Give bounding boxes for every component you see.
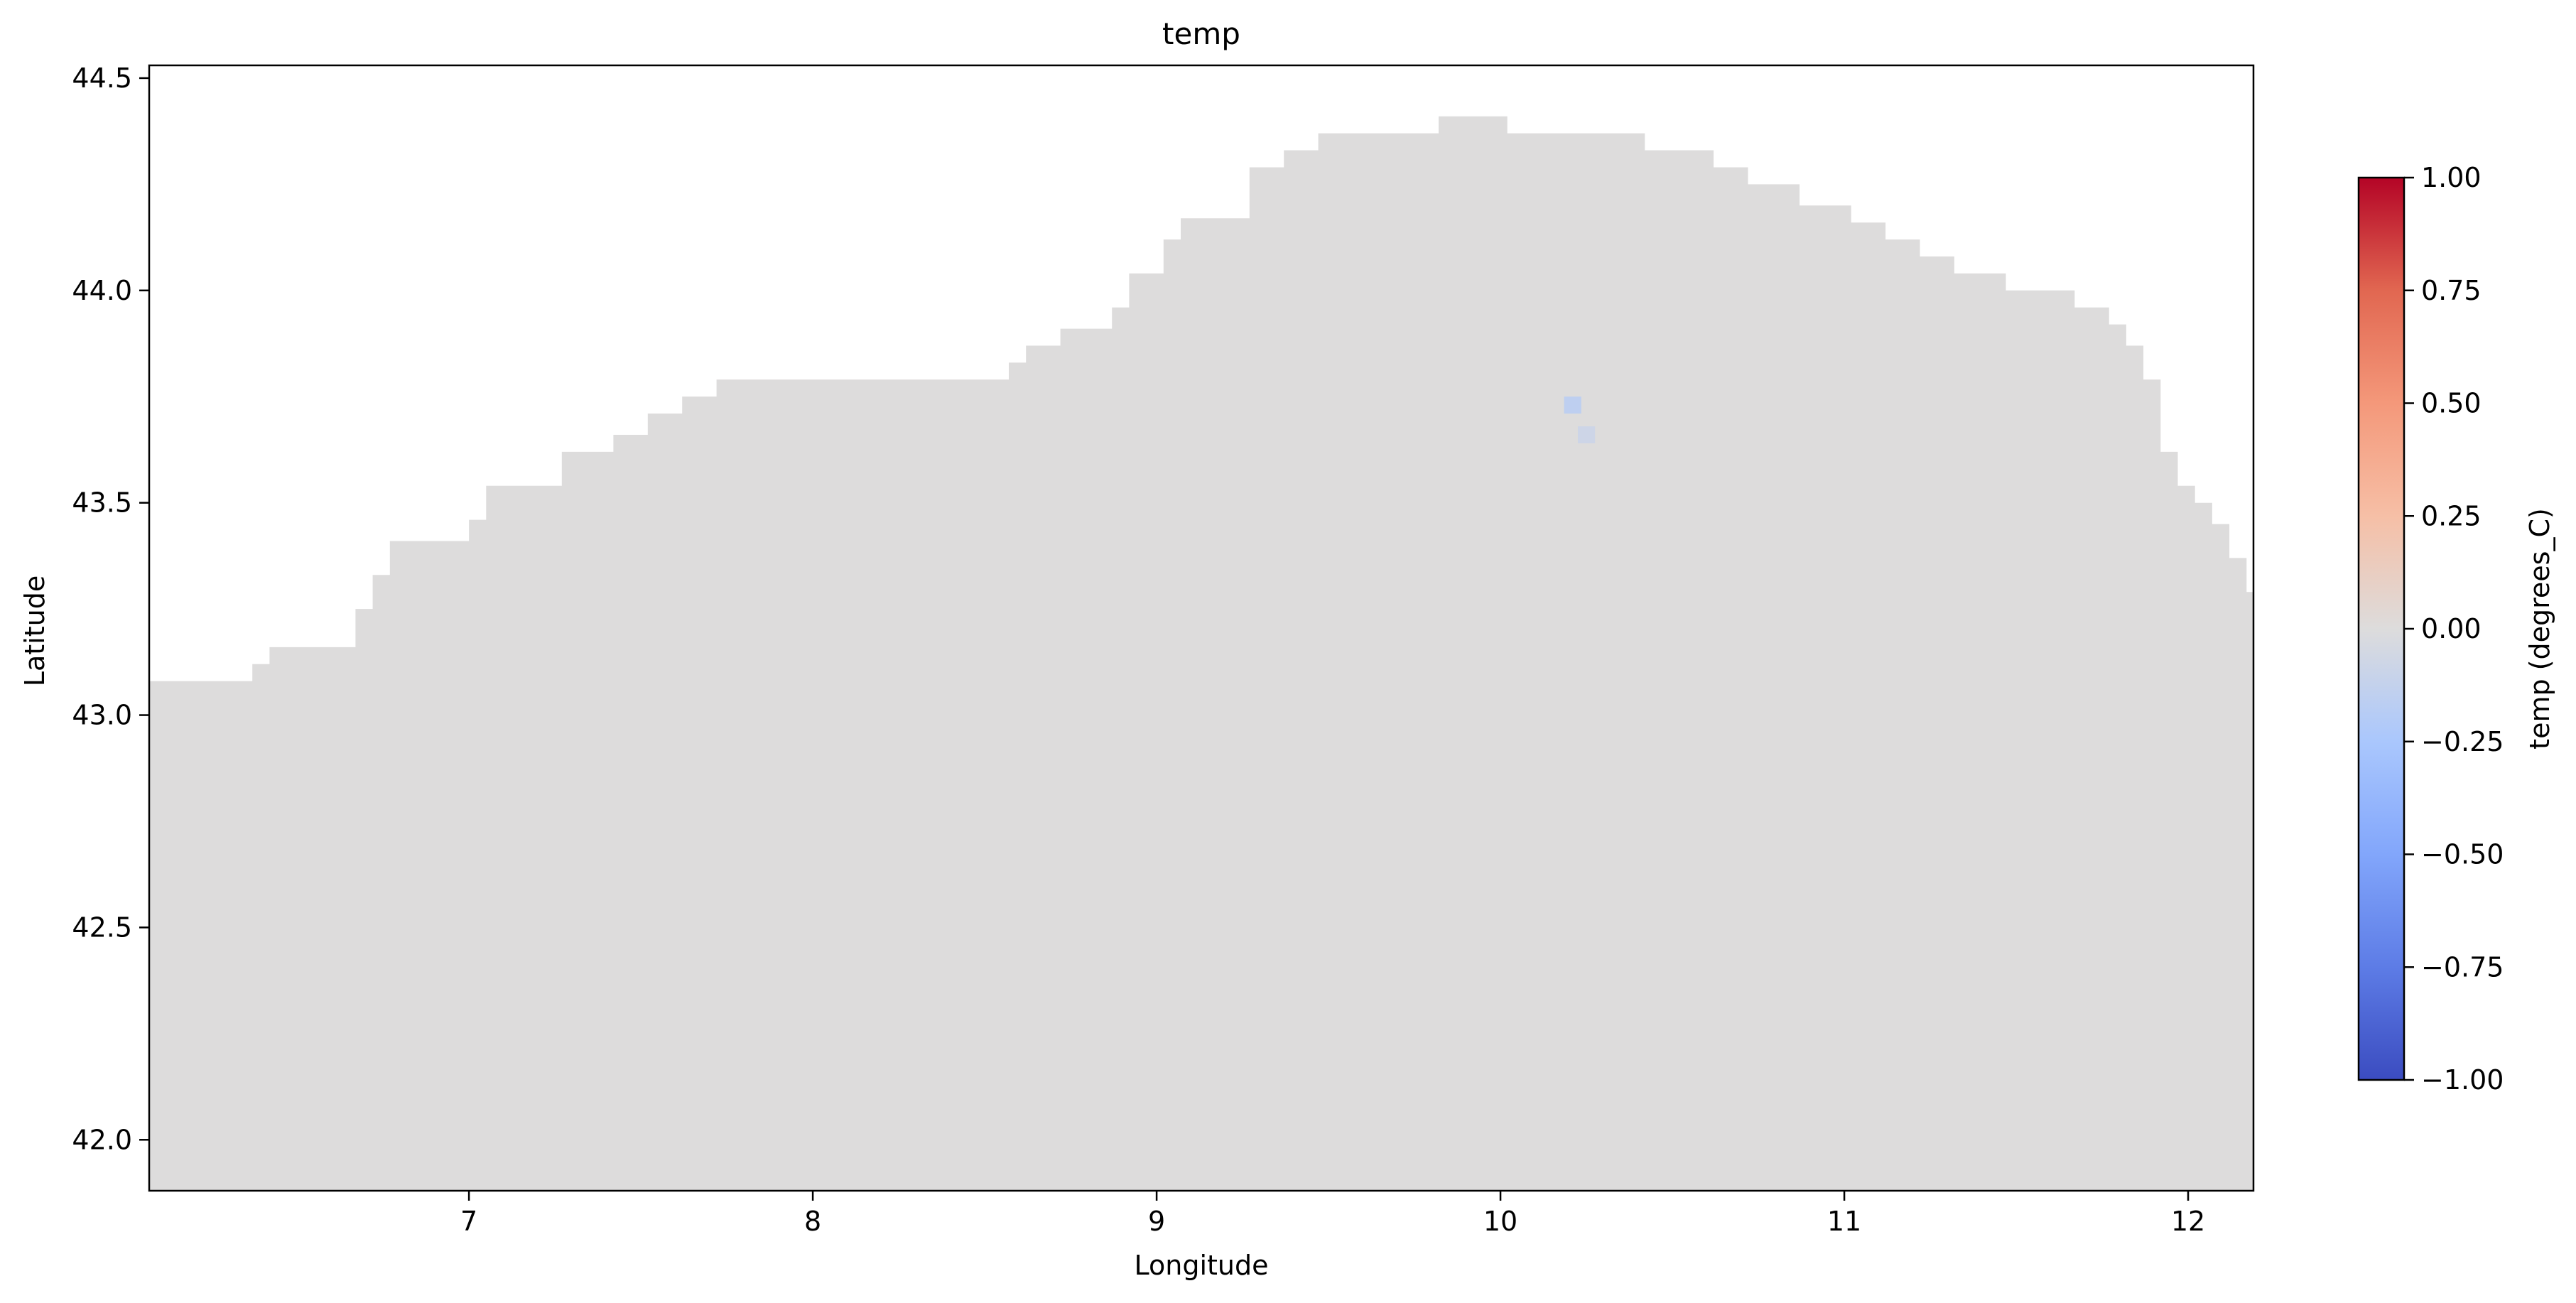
colorbar-tick-label: 1.00 [2421,162,2482,193]
colorbar-ticks: 1.00 0.75 0.50 0.25 0.00 −0.25 −0.50 −0.75 −1.00 [2404,162,2504,1096]
y-tick-label: 43.0 [72,700,132,731]
colorbar [2357,176,2405,1081]
plot-frame [148,64,2255,1192]
x-tick-label: 7 [460,1206,477,1237]
x-tick-label: 10 [1483,1206,1517,1237]
sea-field [149,116,2253,1191]
colorbar-tick-label: −1.00 [2421,1064,2504,1096]
colorbar-tick-label: −0.75 [2421,951,2504,983]
x-axis-label: Longitude [1135,1250,1269,1281]
y-axis-label: Latitude [19,575,50,686]
temperature-field [149,116,2253,1191]
colorbar-label: temp (degrees_C) [2524,508,2555,750]
y-tick-label: 43.5 [72,487,132,519]
colorbar-tick-label: 0.75 [2421,275,2482,306]
colorbar-tick-label: −0.25 [2421,726,2504,757]
y-tick-label: 42.5 [72,912,132,943]
x-tick-label: 9 [1148,1206,1165,1237]
x-tick-label: 12 [2171,1206,2205,1237]
colorbar-tick-label: 0.25 [2421,500,2482,531]
chart-title: temp [1162,16,1240,51]
x-tick-label: 8 [804,1206,821,1237]
y-tick-label: 42.0 [72,1124,132,1155]
y-tick-label: 44.0 [72,275,132,306]
cold-cell-1 [1577,426,1596,443]
cold-cell-0 [1564,396,1581,414]
colorbar-tick-label: 0.00 [2421,613,2482,644]
x-tick-label: 11 [1827,1206,1861,1237]
y-tick-label: 44.5 [72,63,132,94]
x-axis-ticks: 7 8 9 10 11 12 [460,1191,2205,1237]
colorbar-tick-label: 0.50 [2421,388,2482,419]
y-axis-ticks: 42.0 42.5 43.0 43.5 44.0 44.5 [72,63,149,1155]
colorbar-tick-label: −0.50 [2421,839,2504,870]
